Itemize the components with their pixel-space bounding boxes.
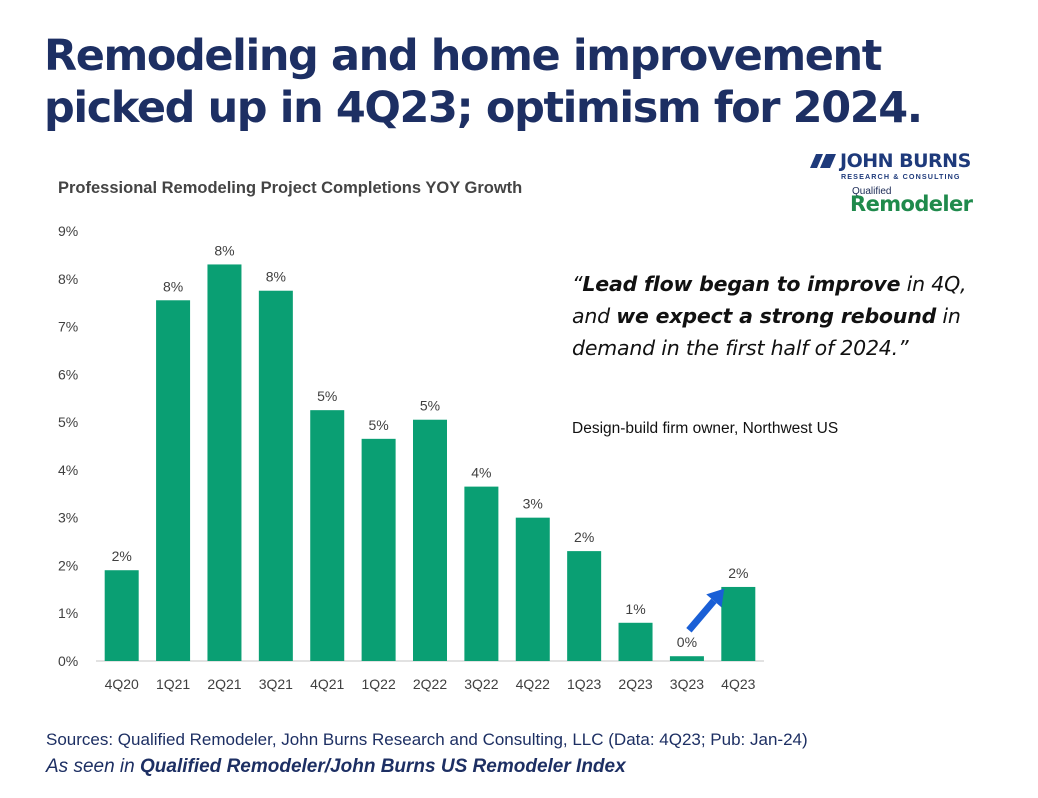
x-tick-label: 4Q22 bbox=[516, 676, 550, 692]
bar-data-label: 5% bbox=[420, 398, 440, 414]
quote-text-4: in demand in the first half of 2024. bbox=[572, 304, 961, 360]
bar bbox=[669, 656, 704, 661]
bar bbox=[567, 551, 602, 661]
x-tick-label: 2Q23 bbox=[618, 676, 652, 692]
x-tick-label: 1Q23 bbox=[567, 676, 601, 692]
seen-in-prefix: As seen in bbox=[46, 756, 140, 777]
y-tick-label: 3% bbox=[58, 510, 78, 526]
x-tick-label: 3Q22 bbox=[464, 676, 498, 692]
qualified-remodeler-logo-main: Remodeler bbox=[850, 192, 973, 216]
seen-in-footnote: As seen in Qualified Remodeler/John Burn… bbox=[46, 756, 626, 778]
bar-data-label: 3% bbox=[523, 496, 543, 512]
bar-data-label: 2% bbox=[574, 529, 594, 545]
bar-data-label: 1% bbox=[625, 601, 645, 617]
john-burns-logo-name: JOHN BURNS bbox=[840, 150, 971, 172]
bar-data-label: 2% bbox=[728, 565, 748, 581]
x-tick-label: 3Q21 bbox=[259, 676, 293, 692]
bar bbox=[515, 517, 550, 661]
x-tick-label: 3Q23 bbox=[670, 676, 704, 692]
bar bbox=[361, 438, 396, 661]
y-tick-label: 4% bbox=[58, 462, 78, 478]
trend-arrow-shaft bbox=[686, 598, 717, 633]
bar bbox=[464, 486, 499, 661]
y-tick-label: 5% bbox=[58, 414, 78, 430]
x-tick-label: 2Q21 bbox=[207, 676, 241, 692]
y-tick-label: 0% bbox=[58, 653, 78, 669]
quote-text-2: in 4Q, and bbox=[572, 272, 967, 328]
john-burns-logo: JOHN BURNS RESEARCH & CONSULTING bbox=[806, 150, 986, 184]
qualified-remodeler-logo-top: Qualified bbox=[852, 186, 892, 197]
bar bbox=[156, 300, 191, 661]
bar-data-label: 2% bbox=[112, 548, 132, 564]
john-burns-mark-icon bbox=[810, 154, 836, 168]
y-tick-label: 7% bbox=[58, 319, 78, 335]
chart-title: Professional Remodeling Project Completi… bbox=[58, 179, 523, 197]
bar bbox=[618, 622, 653, 661]
quote-bold-1: Lead flow began to improve bbox=[582, 272, 901, 296]
qualified-remodeler-logo: Qualified Remodeler bbox=[850, 186, 990, 218]
bar bbox=[413, 419, 447, 661]
john-burns-logo-subtitle: RESEARCH & CONSULTING bbox=[841, 172, 961, 181]
headline-line-2: picked up in 4Q23; optimism for 2024. bbox=[44, 83, 923, 133]
y-tick-label: 1% bbox=[58, 605, 78, 621]
bar-data-label: 5% bbox=[317, 388, 337, 404]
x-tick-label: 4Q20 bbox=[105, 676, 139, 692]
quote-close-mark: ” bbox=[897, 336, 909, 360]
y-tick-label: 6% bbox=[58, 366, 78, 382]
x-tick-label: 4Q21 bbox=[310, 676, 344, 692]
quote-attribution: Design-build firm owner, Northwest US bbox=[572, 420, 839, 437]
x-tick-label: 2Q22 bbox=[413, 676, 447, 692]
x-tick-label: 1Q21 bbox=[156, 676, 190, 692]
bar-data-label: 0% bbox=[677, 634, 697, 650]
bar bbox=[104, 570, 139, 661]
bar-data-label: 8% bbox=[214, 242, 234, 258]
bar bbox=[310, 410, 345, 661]
bar bbox=[721, 586, 756, 661]
trend-arrow-icon bbox=[706, 588, 725, 608]
x-tick-label: 1Q22 bbox=[361, 676, 395, 692]
bar bbox=[207, 264, 242, 661]
quote-bold-3: we expect a strong rebound bbox=[616, 304, 937, 328]
seen-in-source: Qualified Remodeler/John Burns US Remode… bbox=[140, 756, 626, 777]
x-tick-label: 4Q23 bbox=[721, 676, 755, 692]
headline-line-1: Remodeling and home improvement bbox=[44, 31, 882, 81]
bar-data-label: 4% bbox=[471, 465, 491, 481]
y-tick-label: 9% bbox=[58, 223, 78, 239]
y-tick-label: 2% bbox=[58, 557, 78, 573]
sources-footnote: Sources: Qualified Remodeler, John Burns… bbox=[46, 730, 808, 749]
bar bbox=[258, 290, 293, 661]
bar-data-label: 8% bbox=[163, 278, 183, 294]
quote: “Lead flow began to improve in 4Q, and w… bbox=[572, 268, 972, 364]
y-tick-label: 8% bbox=[58, 271, 78, 287]
headline: Remodeling and home improvement picked u… bbox=[44, 30, 1004, 134]
quote-open-mark: “ bbox=[572, 272, 583, 296]
bar-data-label: 5% bbox=[368, 417, 388, 433]
bar-data-label: 8% bbox=[266, 269, 286, 285]
